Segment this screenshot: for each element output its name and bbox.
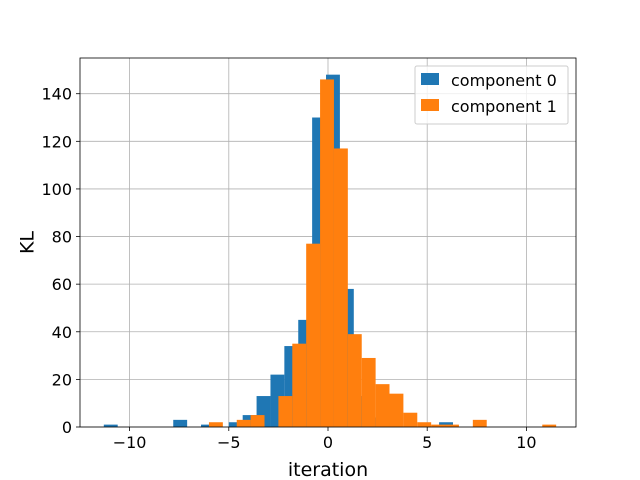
bar [228,422,243,427]
bar [333,148,348,427]
y-tick-label: 140 [41,85,72,104]
bar [103,424,118,427]
y-tick-label: 120 [41,132,72,151]
legend-label-component-0: component 0 [451,71,557,90]
x-tick-label: 0 [323,433,333,452]
series-1-bars [208,79,557,427]
bar [472,419,487,427]
bar [236,419,251,427]
bar [306,243,321,427]
bar [278,396,293,427]
series-0-bars [103,74,453,428]
y-tick-label: 20 [52,370,72,389]
bar [173,419,188,427]
bars [103,74,557,428]
bar [201,424,215,427]
bar [542,424,557,427]
legend-swatch-component-0 [421,73,439,85]
x-tick-label: −5 [217,433,241,452]
x-tick-label: 5 [422,433,432,452]
legend-box [414,65,569,125]
bar [375,384,390,427]
bar [445,424,459,427]
legend: component 0 component 1 [414,65,569,125]
y-tick-label: 80 [52,228,72,247]
bar [320,79,334,427]
y-tick-label: 40 [52,323,72,342]
legend-label-component-1: component 1 [451,97,557,116]
bar [417,422,432,427]
y-axis-label: KL [17,231,39,254]
bar [389,393,404,427]
x-tick-label: −10 [113,433,147,452]
bar [431,424,446,427]
bar [292,343,307,427]
legend-swatch-component-1 [421,99,439,111]
bar [208,422,223,427]
y-tick-label: 0 [62,418,72,437]
bar [250,415,265,427]
bar [347,334,362,427]
y-tick-label: 100 [41,180,72,199]
bar [403,412,418,427]
x-axis-label: iteration [288,459,368,480]
bar [361,357,376,427]
y-tick-label: 60 [52,275,72,294]
x-tick-label: 10 [516,433,536,452]
